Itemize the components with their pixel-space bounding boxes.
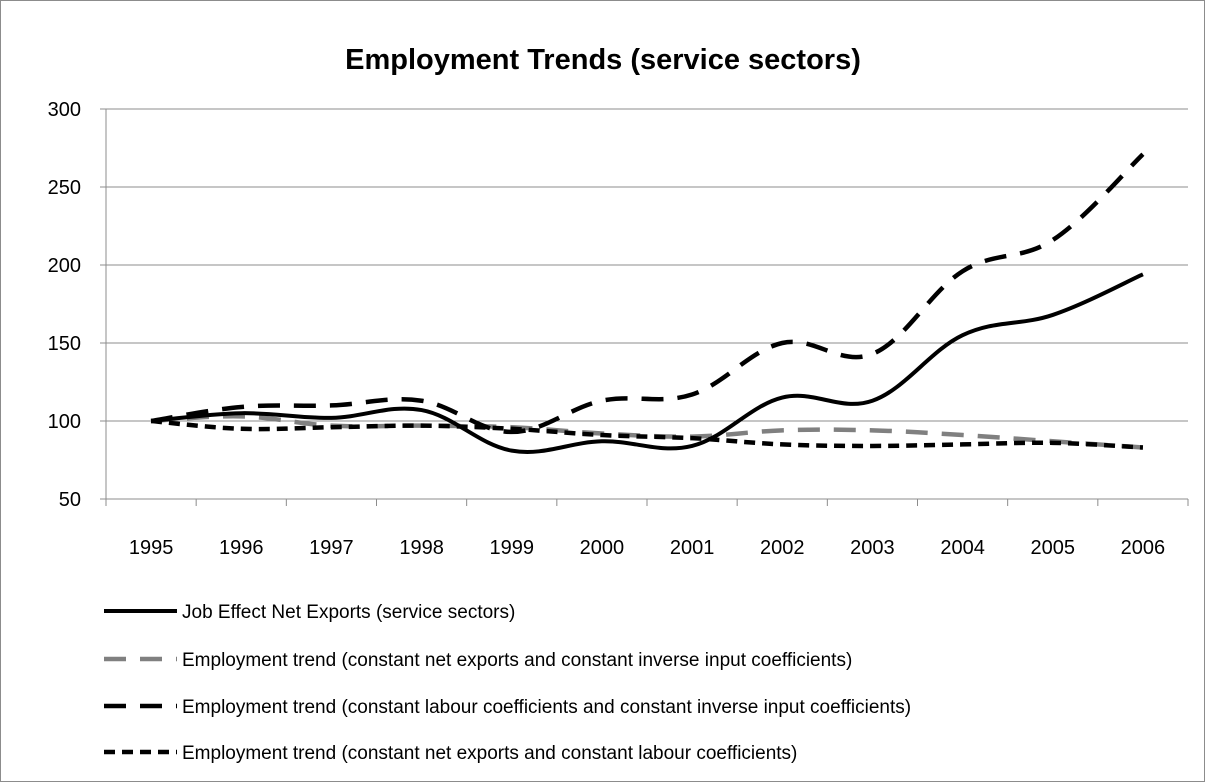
x-tick-label: 2001 — [670, 537, 715, 559]
y-tick-label: 200 — [48, 255, 81, 277]
x-tick-label: 2004 — [940, 537, 985, 559]
legend-label-4: Employment trend (constant net exports a… — [182, 743, 797, 764]
series-line-4 — [150, 418, 1144, 450]
series-lines — [150, 152, 1145, 454]
y-tick-label: 300 — [48, 99, 81, 121]
axes: 50 100 150 200 250 300 1995 1996 1997 1998 1999 200… — [48, 99, 1189, 559]
x-tick-label: 1998 — [399, 537, 444, 559]
x-tick-label: 2002 — [760, 537, 805, 559]
x-tick-label: 2006 — [1121, 537, 1166, 559]
x-tick-label: 2005 — [1031, 537, 1076, 559]
series-line-3 — [150, 152, 1145, 435]
y-tick-label: 100 — [48, 411, 81, 433]
y-tick-label: 150 — [48, 333, 81, 355]
legend-label-1: Job Effect Net Exports (service sectors) — [182, 602, 515, 623]
x-tick-label: 1997 — [309, 537, 354, 559]
x-tick-label: 2003 — [850, 537, 895, 559]
legend-label-2: Employment trend (constant net exports a… — [182, 650, 852, 671]
chart-title: Employment Trends (service sectors) — [345, 44, 861, 76]
series-line-1 — [150, 272, 1144, 454]
x-tick-label: 1995 — [129, 537, 174, 559]
x-tick-label: 1999 — [490, 537, 535, 559]
y-tick-label: 50 — [59, 489, 81, 511]
y-tick-label: 250 — [48, 177, 81, 199]
legend: Job Effect Net Exports (service sectors)… — [104, 602, 911, 764]
legend-label-3: Employment trend (constant labour coeffi… — [182, 697, 911, 718]
gridlines — [106, 108, 1188, 422]
x-tick-label: 2000 — [580, 537, 625, 559]
x-tick-label: 1996 — [219, 537, 264, 559]
